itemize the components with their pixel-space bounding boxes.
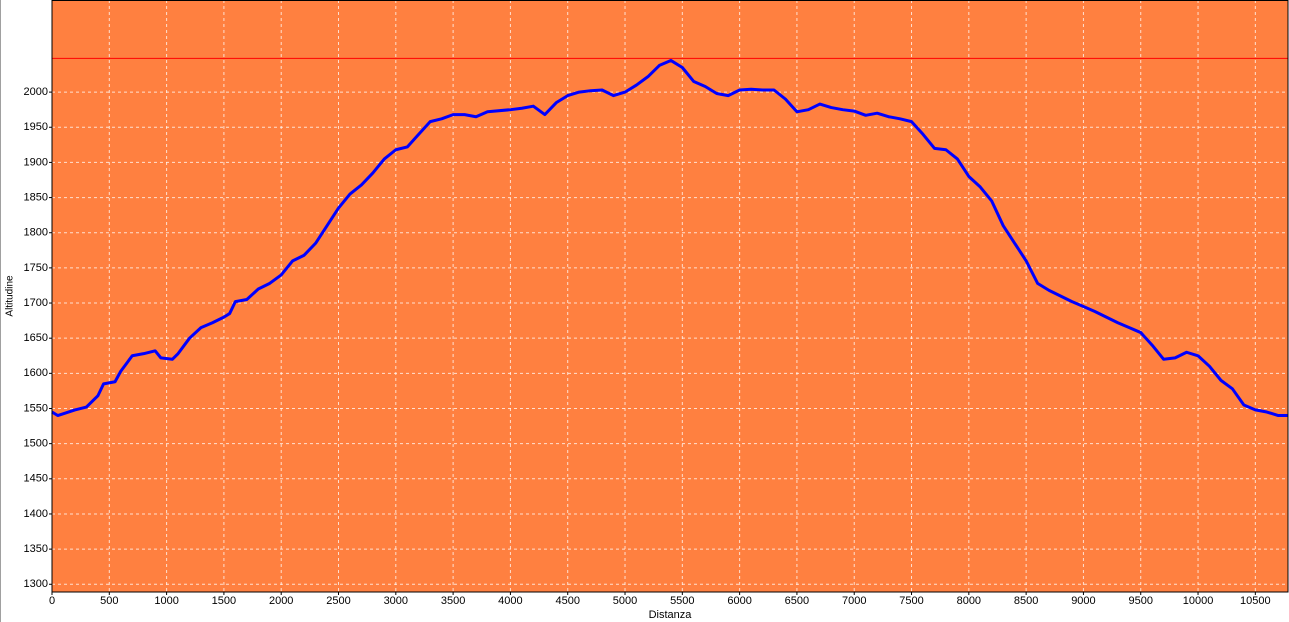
x-tick-label: 3500 [441, 595, 465, 607]
x-tick-label: 6500 [785, 595, 809, 607]
y-tick-label: 1500 [24, 438, 48, 450]
y-tick-label: 1850 [24, 191, 48, 203]
x-tick-label: 7500 [899, 595, 923, 607]
y-tick-label: 1650 [24, 332, 48, 344]
x-tick-label: 4000 [498, 595, 522, 607]
plot-area [51, 0, 1289, 593]
elevation-line [51, 58, 1288, 418]
y-tick-label: 1950 [24, 121, 48, 133]
plot-frame [51, 0, 1289, 593]
x-tick-label: 0 [49, 595, 55, 607]
x-tick-label: 1000 [154, 595, 178, 607]
y-tick-label: 1700 [24, 297, 48, 309]
y-tick-label: 1900 [24, 156, 48, 168]
x-tick-label: 7000 [842, 595, 866, 607]
x-tick-label: 3000 [384, 595, 408, 607]
y-tick-label: 1350 [24, 543, 48, 555]
x-tick-label: 1500 [212, 595, 236, 607]
y-tick-label: 1600 [24, 367, 48, 379]
x-tick-label: 10000 [1183, 595, 1214, 607]
y-tick-label: 1800 [24, 227, 48, 239]
x-tick-label: 10500 [1240, 595, 1271, 607]
x-tick-label: 5000 [613, 595, 637, 607]
x-tick-label: 500 [100, 595, 118, 607]
x-tick-label: 9000 [1071, 595, 1095, 607]
y-tick-label: 1450 [24, 473, 48, 485]
x-tick-label: 8000 [957, 595, 981, 607]
x-tick-label: 6000 [727, 595, 751, 607]
x-axis-label: Distanza [649, 609, 693, 621]
y-tick-label: 1400 [24, 508, 48, 520]
y-tick-label: 1300 [24, 578, 48, 590]
x-tick-label: 5500 [670, 595, 694, 607]
x-tick-label: 2500 [326, 595, 350, 607]
y-tick-label: 2000 [24, 86, 48, 98]
x-tick-label: 4500 [555, 595, 579, 607]
y-axis-label: Altitudine [5, 275, 16, 317]
x-tick-label: 8500 [1014, 595, 1038, 607]
y-tick-label: 1550 [24, 402, 48, 414]
y-tick-label: 1750 [24, 262, 48, 274]
x-tick-label: 9500 [1128, 595, 1152, 607]
x-tick-label: 2000 [269, 595, 293, 607]
